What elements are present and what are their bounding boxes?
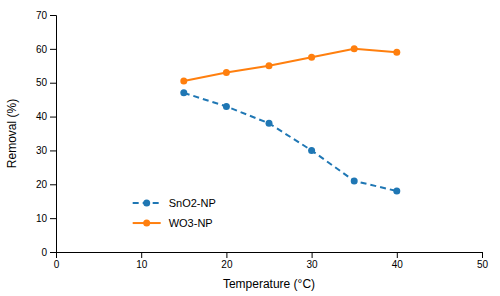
x-tick-label: 40 [392,259,404,270]
y-tick-label: 50 [36,77,48,88]
plot: 0 10 20 30 40 50 0 10 20 30 40 50 60 70 SnO2-NP WO3-NP [36,10,489,270]
point [308,147,315,154]
legend-marker [143,200,150,207]
x-tick-mark [141,252,142,258]
x-tick: 20 [221,252,233,270]
point [266,120,273,127]
y-tick: 50 [36,77,56,88]
y-tick-mark [50,218,56,219]
y-tick-label: 30 [36,145,48,156]
y-tick: 30 [36,145,56,156]
y-tick-mark [50,252,56,253]
point [223,69,230,76]
y-tick-mark [50,49,56,50]
x-tick: 40 [392,252,404,270]
legend-item: WO3-NP [133,217,213,229]
point [351,177,358,184]
point [223,103,230,110]
x-axis-title: Temperature (°C) [223,277,315,291]
x-tick-label: 30 [307,259,319,270]
x-tick-mark [482,252,483,258]
marks [180,45,400,194]
x-tick: 50 [477,252,489,270]
y-tick-mark [50,15,56,16]
x-axis: 0 10 20 30 40 50 [54,252,489,270]
y-tick: 20 [36,179,56,190]
x-tick: 30 [307,252,319,270]
point [351,45,358,52]
legend-label: SnO2-NP [169,197,216,209]
y-tick: 0 [41,247,56,258]
legend: SnO2-NP WO3-NP [133,197,216,229]
y-tick-label: 0 [41,247,47,258]
y-tick: 60 [36,44,56,55]
y-axis: 0 10 20 30 40 50 60 70 [36,10,57,258]
point [308,54,315,61]
y-tick-label: 40 [36,111,48,122]
y-tick-mark [50,83,56,84]
x-tick-label: 10 [136,259,148,270]
y-tick-label: 60 [36,44,48,55]
chart: 0 10 20 30 40 50 0 10 20 30 40 50 60 70 SnO2-NP WO3-NP T… [0,0,500,296]
point [393,49,400,56]
legend-label: WO3-NP [169,217,213,229]
x-axis-line [57,253,483,259]
point [180,89,187,96]
x-tick-label: 50 [477,259,489,270]
legend-marker [143,220,150,227]
x-tick: 10 [136,252,148,270]
x-tick-mark [312,252,313,258]
point [266,62,273,69]
y-tick-label: 10 [36,213,48,224]
y-tick-label: 70 [36,10,48,21]
legend-item: SnO2-NP [133,197,216,209]
y-tick-label: 20 [36,179,48,190]
x-tick: 0 [54,252,60,270]
point [393,188,400,195]
x-tick-label: 0 [54,259,60,270]
x-tick-mark [397,252,398,258]
series-line [184,49,397,81]
x-tick-mark [226,252,227,258]
y-tick: 40 [36,111,56,122]
y-axis-line [50,16,57,253]
y-tick-mark [50,184,56,185]
y-tick-mark [50,117,56,118]
y-axis-title: Removal (%) [5,99,19,168]
y-tick: 10 [36,213,56,224]
x-tick-label: 20 [221,259,233,270]
y-tick: 70 [36,10,56,21]
series-line [184,93,397,191]
point [180,78,187,85]
y-tick-mark [50,150,56,151]
